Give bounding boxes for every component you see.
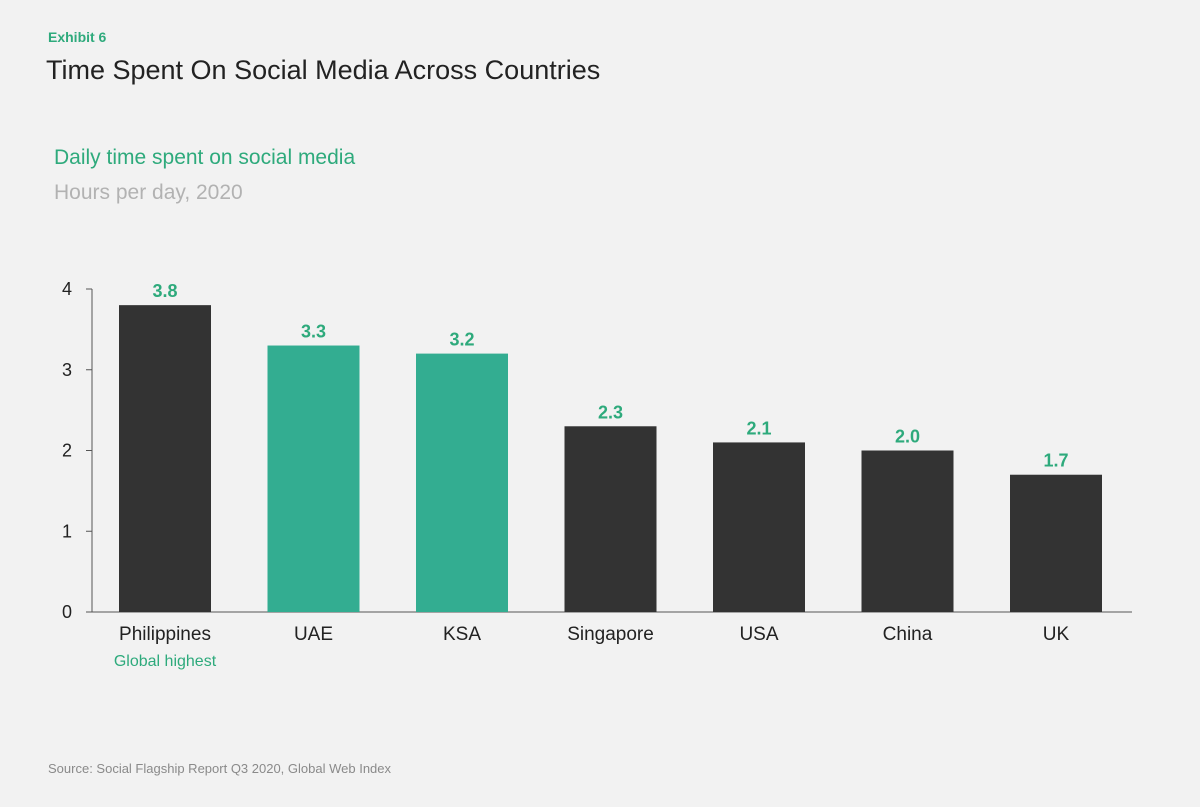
x-tick-label: KSA [443, 624, 481, 645]
data-label: 2.1 [746, 418, 771, 438]
y-tick-label: 0 [62, 602, 72, 622]
chart-units: Hours per day, 2020 [54, 181, 243, 204]
y-tick-label: 3 [62, 360, 72, 380]
annotation-global-highest: Global highest [114, 653, 217, 670]
bar-philippines [119, 305, 211, 612]
data-label: 2.0 [895, 427, 920, 447]
bar-uk [1010, 474, 1102, 612]
x-tick-label: China [883, 624, 933, 645]
x-tick-label: UAE [294, 624, 333, 645]
data-label: 3.2 [449, 330, 474, 350]
y-tick-label: 2 [62, 441, 72, 461]
chart-title: Daily time spent on social media [54, 146, 356, 169]
data-label: 1.7 [1043, 451, 1068, 471]
bar-uae [267, 345, 360, 612]
y-tick-label: 1 [62, 521, 72, 541]
data-label: 3.3 [301, 322, 326, 342]
data-label: 3.8 [152, 281, 177, 301]
bar-china [861, 450, 954, 612]
x-tick-label: USA [739, 624, 778, 645]
source-note: Source: Social Flagship Report Q3 2020, … [48, 761, 392, 776]
bar-usa [713, 442, 805, 612]
x-tick-label: Philippines [119, 624, 211, 645]
x-tick-label: UK [1043, 624, 1070, 645]
exhibit-label: Exhibit 6 [48, 29, 107, 45]
y-tick-label: 4 [62, 279, 72, 299]
x-tick-label: Singapore [567, 624, 654, 645]
bar-ksa [416, 353, 508, 612]
page-title: Time Spent On Social Media Across Countr… [46, 55, 601, 85]
data-label: 2.3 [598, 402, 623, 422]
bar-singapore [564, 426, 657, 612]
